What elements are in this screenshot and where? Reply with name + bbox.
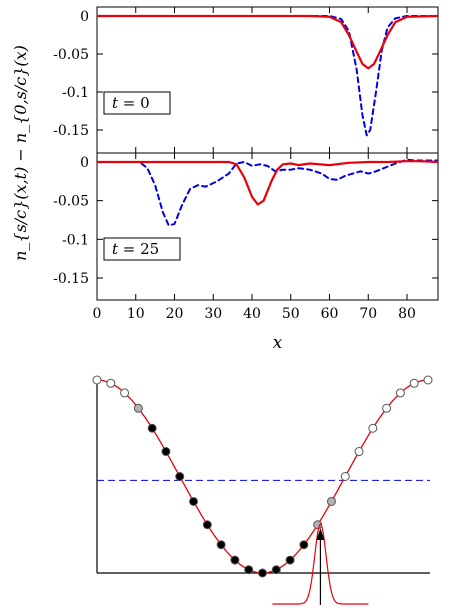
site-marker (285, 555, 295, 565)
site-marker (423, 375, 433, 385)
y-tick-label: -0.1 (62, 232, 89, 248)
y-tick-label: -0.1 (62, 85, 89, 101)
panel-label-box (103, 91, 171, 115)
x-tick-labels: 0 10 20 30 40 50 60 70 80 x n_{s/c}(x,t) − n_{0,s/… (11, 45, 416, 353)
site-marker (106, 378, 116, 388)
y-tick-label: -0.15 (53, 123, 89, 139)
site-marker (175, 472, 185, 481)
site-marker (326, 496, 336, 506)
site-marker (299, 540, 309, 550)
y-tick-label: -0.15 (53, 271, 89, 287)
site-marker (395, 388, 405, 398)
dispersion-curve (96, 379, 429, 574)
x-tick-label: 30 (204, 306, 222, 322)
y-tick-label: -0.05 (53, 194, 89, 210)
wavepacket-curve (272, 523, 369, 605)
panel-t0: 0 -0.05 -0.1 -0.15 t = 0 (53, 6, 439, 154)
x-tick-label: 60 (321, 306, 339, 322)
arrow-head (316, 528, 325, 540)
site-marker (120, 388, 130, 398)
site-marker (202, 520, 212, 530)
x-axis-label: x (273, 333, 283, 353)
series-solid-line (97, 14, 438, 70)
x-tick-label: 20 (166, 306, 184, 322)
series-solid-line (97, 160, 438, 206)
site-marker (189, 496, 199, 506)
x-tick-label: 80 (398, 306, 416, 322)
series-dashed-line (97, 15, 438, 137)
panel-label: t = 25 (112, 240, 159, 258)
panel-frame (96, 152, 439, 301)
site-marker (92, 375, 102, 385)
site-marker (354, 447, 364, 457)
site-marker (258, 568, 267, 578)
site-marker (368, 423, 378, 433)
site-marker (340, 472, 350, 481)
site-marker (216, 540, 226, 550)
panel-label: t = 0 (112, 94, 150, 112)
y-axis-label: n_{s/c}(x,t) − n_{0,s/c}(x) (11, 45, 30, 261)
site-marker (382, 403, 392, 413)
site-marker (161, 447, 171, 457)
site-marker (244, 565, 254, 575)
y-tick-label: 0 (80, 155, 89, 171)
site-marker (409, 378, 419, 388)
band-diagram (92, 375, 433, 605)
x-tick-label: 70 (359, 306, 377, 322)
x-tick-label: 0 (93, 306, 102, 322)
site-marker (133, 403, 143, 413)
x-tick-label: 10 (127, 306, 145, 322)
x-tick-label: 50 (282, 306, 300, 322)
y-tick-label: 0 (80, 9, 89, 25)
site-marker (271, 565, 281, 575)
panel-t25: 0 -0.05 -0.1 -0.15 t = 25 (53, 152, 439, 301)
panel-label-box (103, 237, 181, 261)
y-tick-label: -0.05 (53, 47, 89, 63)
site-marker (147, 423, 157, 433)
x-tick-label: 40 (243, 306, 261, 322)
site-marker (230, 555, 240, 565)
